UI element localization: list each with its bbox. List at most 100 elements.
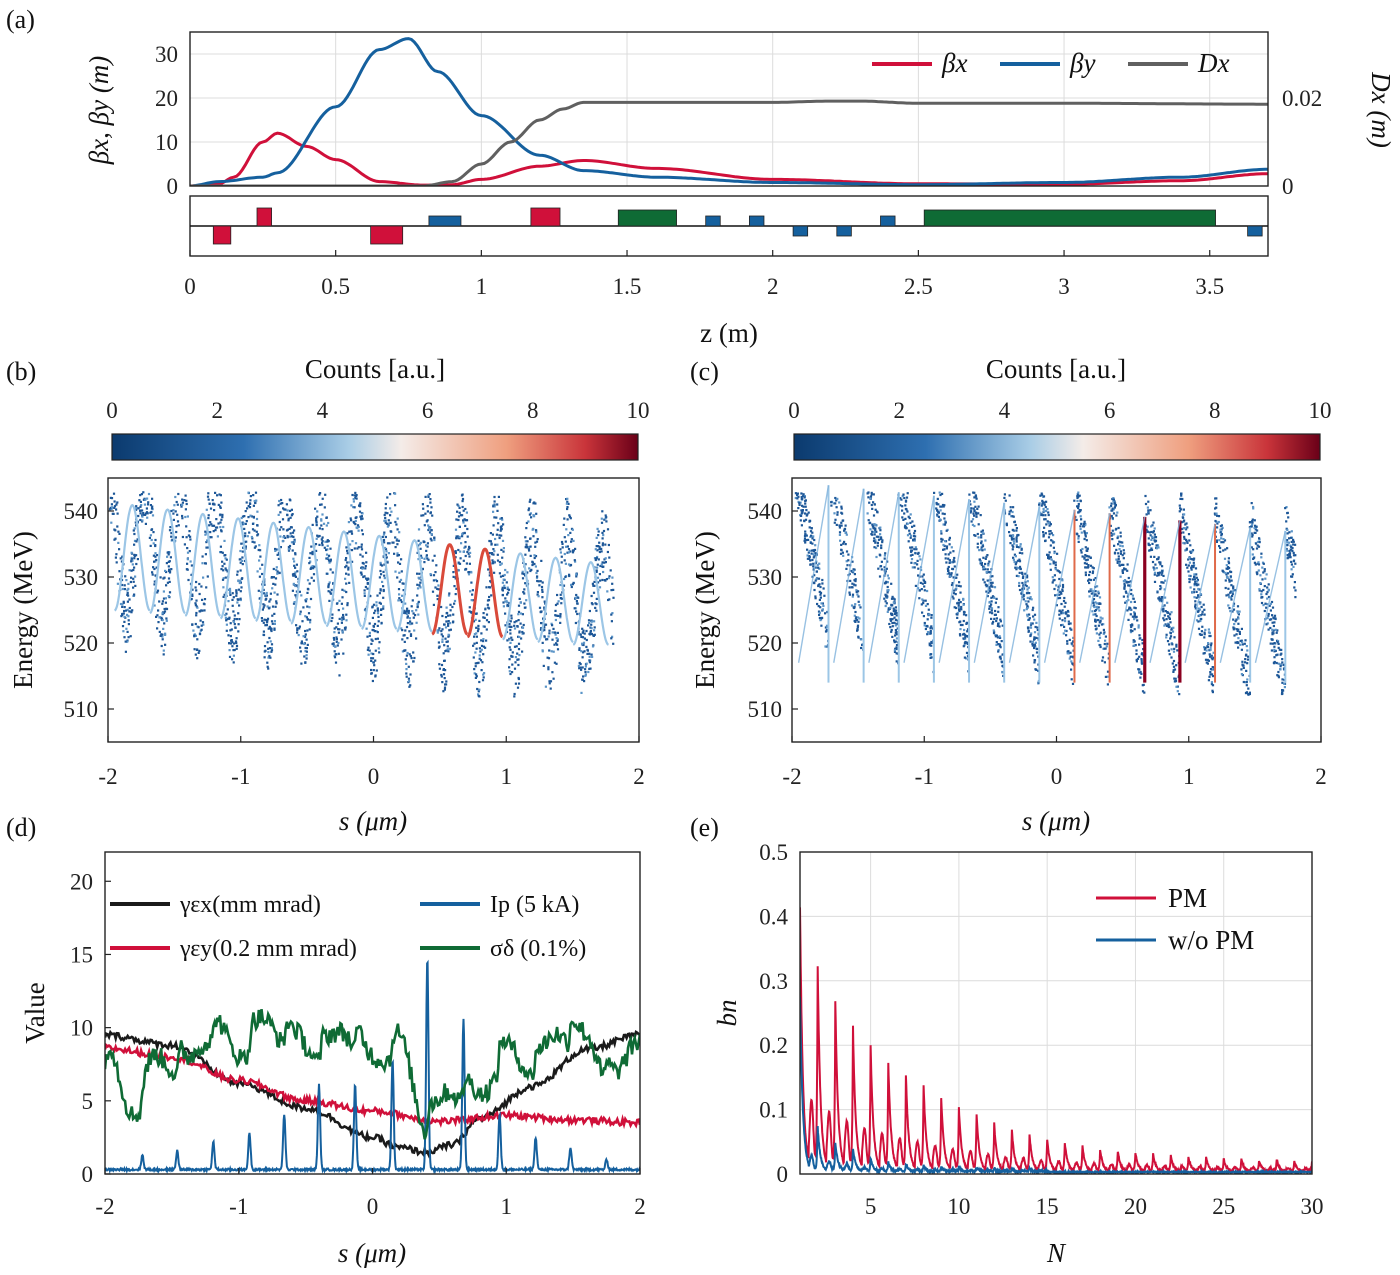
density-dot bbox=[113, 500, 116, 503]
density-dot bbox=[401, 582, 404, 585]
density-dot bbox=[805, 539, 808, 542]
density-dot bbox=[503, 584, 506, 587]
density-dot bbox=[1070, 628, 1073, 631]
density-dot bbox=[950, 561, 953, 564]
density-dot bbox=[1121, 563, 1124, 566]
density-dot bbox=[380, 621, 383, 624]
density-dot bbox=[930, 614, 933, 617]
density-dot bbox=[110, 503, 113, 506]
density-dot bbox=[965, 657, 968, 660]
density-dot bbox=[1038, 503, 1041, 506]
density-dot bbox=[186, 562, 189, 565]
density-dot bbox=[1193, 596, 1196, 599]
density-dot bbox=[880, 544, 883, 547]
density-dot bbox=[517, 682, 521, 685]
density-dot bbox=[382, 588, 385, 592]
density-dot bbox=[241, 556, 244, 559]
density-dot bbox=[292, 582, 295, 585]
density-dot bbox=[304, 661, 307, 664]
density-dot bbox=[809, 559, 812, 562]
density-dot bbox=[1095, 627, 1098, 630]
density-dot bbox=[559, 593, 562, 596]
density-dot bbox=[1251, 518, 1254, 521]
density-dot bbox=[470, 571, 473, 574]
density-dot bbox=[1246, 662, 1249, 665]
density-dot bbox=[314, 507, 317, 510]
density-dot bbox=[904, 504, 907, 507]
density-dot bbox=[545, 638, 548, 641]
density-dot bbox=[1079, 549, 1083, 552]
density-dot bbox=[306, 579, 310, 582]
density-dot bbox=[414, 614, 417, 617]
density-dot bbox=[331, 616, 334, 620]
density-dot bbox=[1044, 505, 1047, 509]
density-dot bbox=[270, 650, 273, 653]
density-dot bbox=[611, 582, 614, 585]
density-dot bbox=[833, 521, 836, 524]
density-dot bbox=[816, 602, 819, 606]
density-dot bbox=[468, 562, 471, 565]
density-dot bbox=[608, 575, 611, 578]
bunch-curve bbox=[149, 508, 186, 615]
density-dot bbox=[1289, 556, 1292, 559]
density-dot bbox=[513, 645, 517, 648]
density-dot bbox=[1224, 579, 1227, 582]
density-dot bbox=[1058, 610, 1061, 613]
density-dot bbox=[365, 561, 368, 564]
density-dot bbox=[196, 638, 199, 641]
density-dot bbox=[1135, 652, 1138, 656]
density-dot bbox=[1009, 542, 1012, 545]
density-dot bbox=[583, 637, 586, 640]
density-dot bbox=[1237, 613, 1240, 616]
density-dot bbox=[593, 629, 596, 632]
density-dot bbox=[1281, 689, 1284, 692]
density-dot bbox=[844, 531, 847, 534]
density-dot bbox=[342, 652, 345, 655]
density-dot bbox=[1236, 629, 1239, 632]
density-dot bbox=[1094, 613, 1097, 616]
density-dot bbox=[567, 551, 570, 554]
density-dot bbox=[412, 651, 415, 654]
density-dot bbox=[256, 570, 259, 573]
density-dot bbox=[1028, 592, 1031, 595]
density-dot bbox=[118, 570, 121, 573]
density-dot bbox=[1210, 642, 1213, 645]
density-dot bbox=[824, 645, 827, 648]
density-dot bbox=[804, 502, 807, 505]
density-dot bbox=[1103, 631, 1106, 634]
density-dot bbox=[1092, 613, 1095, 616]
density-dot bbox=[1045, 523, 1048, 526]
density-dot bbox=[452, 571, 455, 574]
density-dot bbox=[235, 589, 238, 592]
density-dot bbox=[321, 528, 324, 531]
density-dot bbox=[309, 618, 312, 622]
ytick: 530 bbox=[64, 565, 99, 590]
density-dot bbox=[376, 594, 379, 597]
density-dot bbox=[1005, 522, 1008, 525]
density-dot bbox=[185, 502, 188, 506]
density-dot bbox=[1080, 531, 1083, 534]
density-dot bbox=[1224, 586, 1227, 590]
density-dot bbox=[980, 530, 983, 533]
density-dot bbox=[513, 692, 516, 696]
density-dot bbox=[548, 632, 551, 635]
density-dot bbox=[565, 545, 568, 548]
density-dot bbox=[1137, 624, 1140, 627]
density-dot bbox=[458, 562, 462, 565]
density-dot bbox=[406, 616, 409, 619]
density-dot bbox=[436, 631, 439, 634]
density-dot bbox=[1164, 623, 1167, 626]
density-dot bbox=[376, 631, 379, 634]
density-dot bbox=[883, 566, 886, 569]
density-dot bbox=[288, 544, 292, 548]
density-dot bbox=[580, 691, 583, 694]
density-dot bbox=[168, 591, 172, 594]
density-dot bbox=[375, 630, 378, 633]
density-dot bbox=[154, 538, 157, 542]
density-dot bbox=[469, 590, 472, 593]
density-dot bbox=[1208, 634, 1211, 638]
density-dot bbox=[597, 558, 600, 561]
density-dot bbox=[890, 597, 894, 600]
density-dot bbox=[1117, 526, 1120, 530]
density-dot bbox=[219, 521, 222, 524]
